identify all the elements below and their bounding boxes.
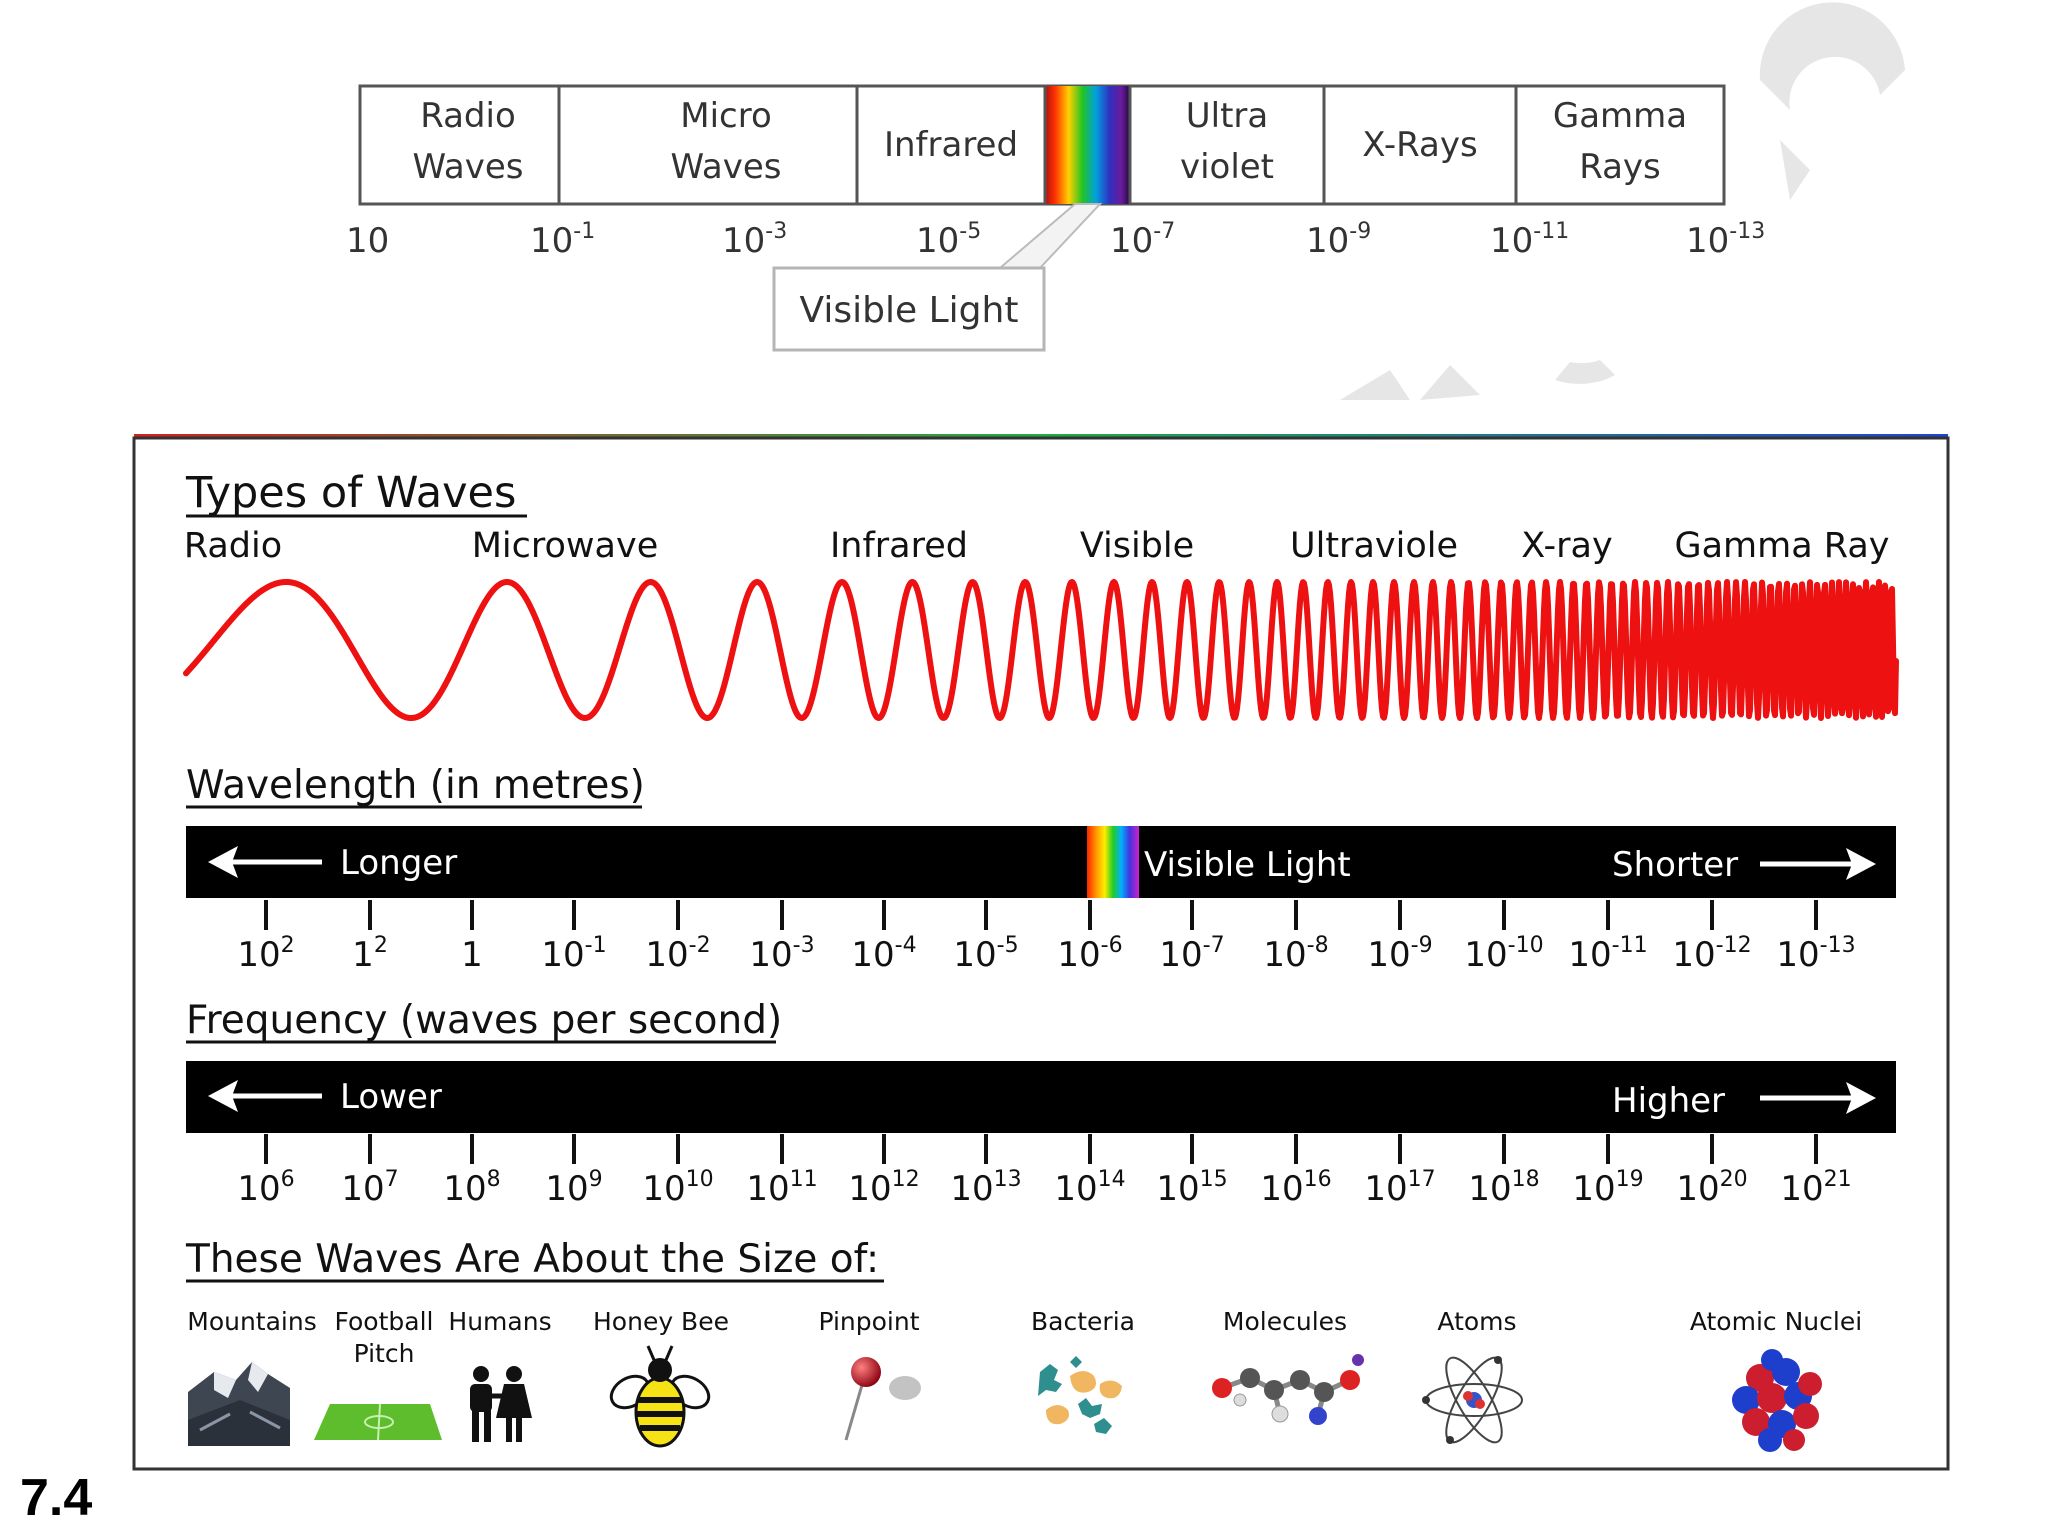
band-dividers	[557, 86, 1518, 204]
football-pitch-icon	[314, 1403, 442, 1441]
wave-type-label: Visible	[1080, 526, 1194, 566]
wave-type-labels: Radio Microwave Infrared Visible Ultravi…	[184, 526, 1890, 566]
size-label: Bacteria	[1031, 1307, 1135, 1336]
size-label: Humans	[448, 1307, 551, 1336]
size-labels: Mountains Football Pitch Humans Honey Be…	[187, 1307, 1862, 1368]
tick-label: 107	[341, 1167, 398, 1209]
left-arrow-icon	[208, 846, 322, 878]
longer-label: Longer	[340, 843, 457, 883]
right-arrow-icon	[1760, 848, 1876, 880]
higher-label: Higher	[1612, 1081, 1725, 1121]
scale-label: 10-11	[1490, 219, 1569, 261]
band-label: Micro	[680, 96, 772, 136]
size-label: Atomic Nuclei	[1690, 1307, 1862, 1336]
scale-label: 10-7	[1110, 219, 1175, 261]
scale-label: 10-9	[1306, 219, 1371, 261]
tick-label: 1011	[746, 1167, 817, 1209]
callout-pointer	[999, 203, 1103, 269]
visible-spectrum-strip	[1045, 86, 1130, 204]
watermark	[1340, 2, 1905, 400]
wavelength-bar	[186, 826, 1896, 898]
right-arrow-icon	[1760, 1082, 1876, 1114]
wavelength-scale-top: 10 10-1 10-3 10-5 10-7 10-9 10-11 10-13	[346, 219, 1765, 261]
scale-label: 10	[346, 221, 389, 261]
waves-panel: Types of Waves Radio Microwave Infrared …	[132, 434, 1950, 1471]
chirp-wave	[183, 579, 1899, 721]
band-label: Radio	[420, 96, 516, 136]
wavelength-title: Wavelength (in metres)	[186, 763, 645, 808]
band-label: Waves	[670, 147, 781, 187]
size-label: Pitch	[354, 1339, 415, 1368]
size-label: Mountains	[187, 1307, 317, 1336]
atom-icon	[1422, 1356, 1523, 1444]
wave-type-label: Infrared	[830, 526, 968, 566]
band-label: X-Rays	[1362, 125, 1477, 165]
size-label: Pinpoint	[818, 1307, 919, 1336]
tick-label: 10-1	[541, 933, 606, 975]
size-label: Atoms	[1437, 1307, 1516, 1336]
shorter-label: Shorter	[1612, 845, 1738, 885]
tick-label: 1	[461, 935, 483, 975]
band-label: Waves	[412, 147, 523, 187]
scale-label: 10-1	[530, 219, 595, 261]
pin-icon	[844, 1357, 921, 1441]
size-label: Honey Bee	[593, 1307, 729, 1336]
mountain-icon	[188, 1362, 290, 1446]
band-label: Rays	[1579, 147, 1661, 187]
size-label: Football	[335, 1307, 434, 1336]
wave-type-label: Gamma Ray	[1674, 526, 1889, 566]
tick-label: 10-12	[1672, 933, 1751, 975]
frequency-bar	[186, 1061, 1896, 1133]
molecule-icon	[1212, 1354, 1364, 1425]
lower-label: Lower	[340, 1077, 442, 1117]
scale-label: 10-13	[1686, 219, 1765, 261]
humans-icon	[470, 1366, 532, 1442]
top-band-box	[358, 84, 1726, 206]
band-label: Gamma	[1553, 96, 1687, 136]
tick-label: 1013	[950, 1167, 1021, 1209]
frequency-title: Frequency (waves per second)	[186, 998, 782, 1043]
honey-bee-icon	[609, 1345, 711, 1448]
wave-type-label: X-ray	[1521, 526, 1612, 566]
tick-label: 10-10	[1464, 933, 1543, 975]
band-label: Ultra	[1186, 96, 1268, 136]
wave-type-label: Ultraviole	[1290, 526, 1458, 566]
scale-label: 10-5	[916, 219, 981, 261]
band-label: Infrared	[884, 125, 1018, 165]
band-label: violet	[1180, 147, 1274, 187]
types-of-waves-title: Types of Waves	[185, 468, 516, 518]
size-label: Molecules	[1223, 1307, 1347, 1336]
visible-light-bar-label: Visible Light	[1144, 845, 1351, 885]
visible-light-band	[1087, 826, 1139, 898]
top-spectrum-diagram: Radio Waves Micro Waves Infrared Ultra violet X…	[346, 84, 1765, 352]
band-labels: Radio Waves Micro Waves Infrared Ultra violet X…	[412, 96, 1687, 187]
figure-number: 7.4	[20, 1469, 93, 1527]
left-arrow-icon	[208, 1080, 322, 1112]
visible-light-callout-label: Visible Light	[800, 290, 1019, 331]
wave-type-label: Radio	[184, 526, 282, 566]
atomic-nucleus-icon	[1732, 1349, 1822, 1452]
scale-label: 10-3	[722, 219, 787, 261]
bacteria-icon	[1038, 1356, 1122, 1434]
wave-type-label: Microwave	[472, 526, 659, 566]
size-title: These Waves Are About the Size of:	[185, 1237, 879, 1282]
visible-light-callout	[772, 266, 1046, 352]
